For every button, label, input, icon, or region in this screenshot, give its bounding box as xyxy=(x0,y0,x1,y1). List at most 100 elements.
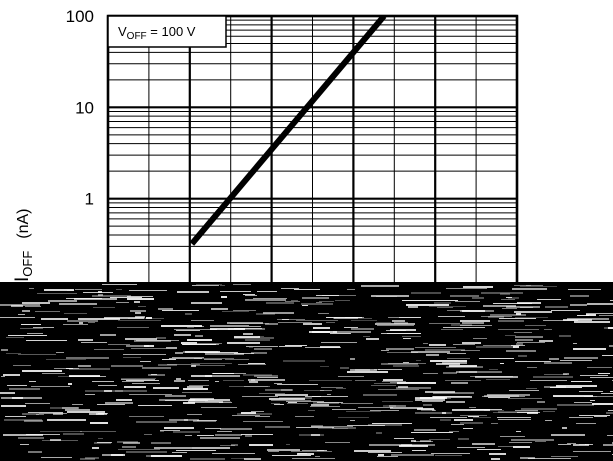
noise-streak xyxy=(564,357,598,359)
noise-streak xyxy=(294,289,320,290)
noise-streak xyxy=(279,397,312,399)
noise-streak xyxy=(78,339,93,341)
noise-streak xyxy=(447,310,470,311)
noise-streak xyxy=(382,401,413,402)
noise-streak xyxy=(461,350,480,351)
noise-streak xyxy=(491,458,500,460)
noise-streak xyxy=(520,286,557,287)
noise-streak xyxy=(205,375,240,377)
noise-streak xyxy=(425,391,455,393)
noise-streak xyxy=(381,333,421,334)
noise-streak xyxy=(500,293,510,295)
noise-streak xyxy=(6,353,21,354)
noise-streak xyxy=(246,346,278,347)
noise-streak xyxy=(520,457,535,459)
noise-streak xyxy=(390,382,430,383)
noise-streak xyxy=(417,408,434,410)
noise-streak xyxy=(551,434,585,436)
noise-streak xyxy=(40,431,82,432)
legend-v: V xyxy=(118,24,127,39)
noise-streak xyxy=(144,345,154,347)
noise-streak xyxy=(568,289,601,290)
noise-streak xyxy=(176,378,181,380)
noise-streak xyxy=(265,426,290,428)
noise-streak xyxy=(549,358,559,360)
noise-streak xyxy=(441,329,463,330)
noise-streak xyxy=(116,302,129,303)
noise-streak xyxy=(451,424,464,425)
noise-streak xyxy=(62,407,79,409)
noise-streak xyxy=(151,374,157,375)
noise-streak xyxy=(320,390,332,391)
noise-streak xyxy=(50,439,61,441)
noise-streak xyxy=(580,375,608,376)
noise-streak xyxy=(449,365,477,367)
noise-streak xyxy=(97,442,112,443)
noise-streak xyxy=(20,444,29,445)
noise-streak xyxy=(603,444,613,446)
noise-streak xyxy=(267,449,300,451)
noise-streak xyxy=(460,310,494,312)
noise-streak xyxy=(69,375,100,377)
noise-streak xyxy=(335,300,350,301)
noise-streak xyxy=(259,393,285,394)
noise-streak xyxy=(460,415,487,416)
noise-streak xyxy=(257,377,278,378)
noise-streak xyxy=(210,328,245,330)
noise-streak xyxy=(89,413,107,415)
noise-streak xyxy=(543,411,555,412)
noise-streak xyxy=(375,323,415,325)
noise-streak xyxy=(251,352,267,354)
noise-streak xyxy=(463,428,473,429)
noise-streak xyxy=(587,303,613,305)
noise-streak xyxy=(126,451,167,453)
noise-streak xyxy=(325,442,350,443)
noise-streak xyxy=(459,371,502,373)
noise-streak xyxy=(500,436,525,437)
noise-streak xyxy=(332,409,356,410)
noise-streak xyxy=(370,410,399,411)
noise-streak xyxy=(489,369,498,370)
noise-streak xyxy=(243,333,253,335)
noise-streak xyxy=(308,410,315,411)
noise-streak xyxy=(560,360,592,361)
noise-streak xyxy=(220,445,235,446)
noise-streak xyxy=(610,300,613,301)
noise-streak xyxy=(75,289,102,290)
noise-streak xyxy=(22,413,39,415)
noise-streak xyxy=(330,333,351,334)
noise-streak xyxy=(372,423,412,424)
noise-streak xyxy=(22,302,50,304)
noise-streak xyxy=(220,428,252,430)
noise-streak xyxy=(265,323,278,325)
noise-streak xyxy=(460,422,483,424)
noise-streak xyxy=(368,424,402,426)
noise-streak xyxy=(31,386,70,387)
noise-streak xyxy=(451,324,472,326)
noise-streak xyxy=(511,345,525,346)
noise-streak xyxy=(291,300,298,301)
noise-streak xyxy=(460,325,492,326)
noise-streak xyxy=(253,298,287,299)
noise-streak xyxy=(26,434,60,435)
noise-streak xyxy=(462,342,481,344)
noise-streak xyxy=(333,318,372,319)
noise-streak xyxy=(558,444,571,445)
noise-streak xyxy=(85,457,99,459)
noise-streak xyxy=(562,427,567,429)
noise-streak xyxy=(553,395,593,397)
noise-streak xyxy=(156,337,166,339)
noise-streak xyxy=(160,430,180,431)
noise-streak xyxy=(192,365,225,366)
noise-streak xyxy=(336,388,346,389)
noise-streak xyxy=(579,391,603,392)
noise-streak xyxy=(80,458,95,460)
noise-streak xyxy=(447,358,470,359)
noise-streak xyxy=(88,322,95,323)
noise-streak xyxy=(249,381,258,383)
noise-streak xyxy=(33,327,54,328)
noise-streak xyxy=(423,373,438,374)
noise-streak xyxy=(232,415,260,416)
noise-streak xyxy=(56,352,64,353)
noise-streak xyxy=(272,455,311,456)
